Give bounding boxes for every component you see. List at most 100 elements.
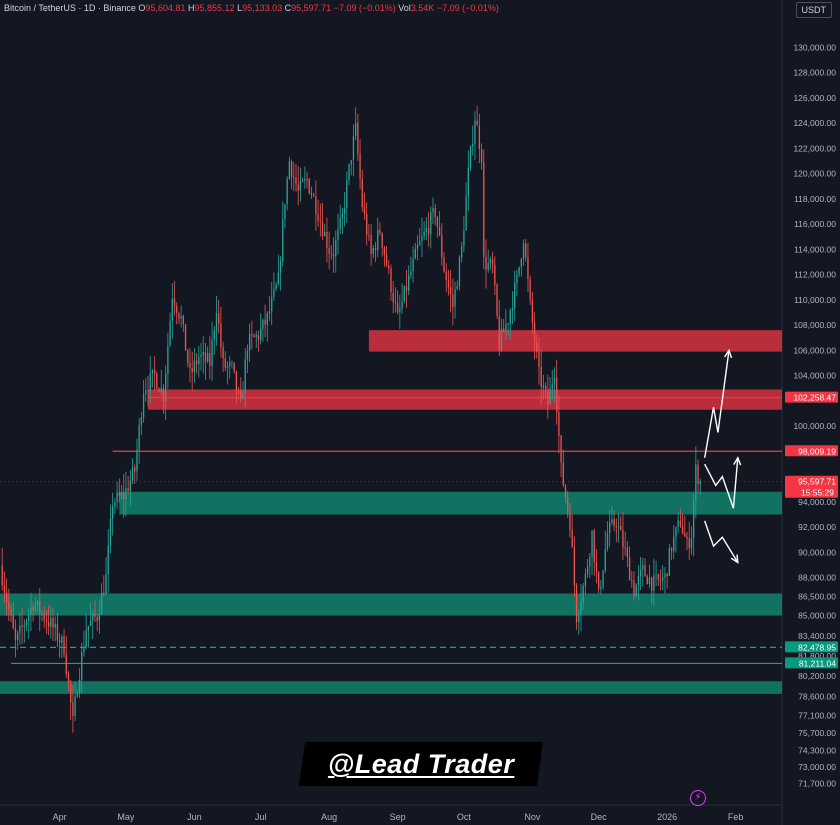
candle xyxy=(666,572,668,589)
candle xyxy=(162,384,165,415)
candle xyxy=(556,359,558,425)
candle xyxy=(5,578,8,617)
candle xyxy=(120,484,123,500)
candle-body xyxy=(620,526,622,531)
candle-body xyxy=(308,179,310,194)
candle xyxy=(410,256,412,280)
candle xyxy=(567,491,569,518)
candle xyxy=(103,575,105,597)
candle-body xyxy=(134,467,136,472)
candle xyxy=(109,504,112,554)
candle-body xyxy=(556,377,558,412)
candle-body xyxy=(516,274,518,284)
candle xyxy=(279,256,282,291)
candle xyxy=(377,217,379,258)
candle xyxy=(381,232,383,257)
candle-body xyxy=(118,492,120,496)
candle xyxy=(390,264,392,301)
candle xyxy=(675,526,677,553)
candle-body xyxy=(489,259,492,263)
candle xyxy=(140,411,143,435)
candle xyxy=(125,471,127,517)
candle xyxy=(436,216,439,238)
candle xyxy=(476,105,478,126)
candle-body xyxy=(359,153,361,180)
projection-arrowhead-0 xyxy=(723,348,733,359)
x-tick-label: Aug xyxy=(321,812,337,822)
y-tick-label: 114,000.00 xyxy=(794,244,836,254)
candle xyxy=(352,124,355,177)
candle-body xyxy=(474,120,476,145)
lightning-icon[interactable]: ⚡ xyxy=(690,790,706,806)
candle-body xyxy=(611,519,613,523)
candle xyxy=(472,125,474,156)
candle-body xyxy=(496,284,498,316)
candle xyxy=(136,438,138,481)
candle xyxy=(304,166,306,189)
candle xyxy=(193,348,196,383)
candle xyxy=(253,333,255,338)
candle xyxy=(111,492,114,536)
candle xyxy=(662,565,664,591)
candle-body xyxy=(361,179,363,208)
candle xyxy=(34,597,37,615)
candle-body xyxy=(571,529,573,547)
candle-body xyxy=(326,231,328,248)
candle-body xyxy=(200,354,202,357)
candle xyxy=(36,599,39,613)
currency-selector[interactable]: USDT xyxy=(795,2,832,18)
candle-body xyxy=(575,585,578,623)
candle xyxy=(595,549,598,584)
candle-body xyxy=(147,390,149,392)
candle-body xyxy=(677,520,679,528)
y-tick-label: 122,000.00 xyxy=(793,143,836,153)
candle xyxy=(631,570,633,588)
candle-body xyxy=(156,373,158,389)
candle xyxy=(290,159,293,190)
candle xyxy=(255,330,257,348)
candle-body xyxy=(1,565,3,586)
candle-body xyxy=(505,324,507,332)
candle-body xyxy=(271,296,273,312)
y-tick-label: 104,000.00 xyxy=(793,371,836,381)
candle xyxy=(571,514,573,548)
candle-body xyxy=(487,262,489,270)
candle xyxy=(284,203,286,229)
candle xyxy=(454,281,456,319)
candle xyxy=(23,619,25,643)
candle xyxy=(385,246,388,268)
candle-body xyxy=(246,350,249,360)
candle xyxy=(692,493,695,557)
candle xyxy=(361,169,363,212)
candle xyxy=(301,177,304,183)
candle-body xyxy=(14,628,17,641)
candle-body xyxy=(206,353,209,362)
candle-body xyxy=(158,388,160,393)
candle-body xyxy=(443,257,445,272)
candle xyxy=(262,318,264,342)
candle-body xyxy=(213,330,215,340)
candle xyxy=(500,318,503,353)
candle-body xyxy=(547,389,549,405)
y-tick-label: 80,200.00 xyxy=(798,671,836,681)
candle xyxy=(498,299,500,357)
candle-body xyxy=(94,613,96,617)
candle xyxy=(319,203,321,237)
candle-body xyxy=(673,536,675,552)
candle-body xyxy=(394,302,397,304)
candle-body xyxy=(483,162,485,258)
open-value: 95,604.81 xyxy=(145,3,186,13)
candle xyxy=(10,604,12,623)
price-tag-label-1: 98,009.19 xyxy=(798,446,836,456)
candle-body xyxy=(339,217,341,229)
candle xyxy=(489,256,492,270)
candle-body xyxy=(600,586,602,589)
y-tick-label: 77,100.00 xyxy=(798,710,836,720)
candle-body xyxy=(125,488,127,500)
candle-body xyxy=(366,214,368,235)
candle-body xyxy=(92,613,94,621)
candle xyxy=(200,342,202,371)
candle xyxy=(324,223,326,237)
candle-body xyxy=(527,257,529,280)
